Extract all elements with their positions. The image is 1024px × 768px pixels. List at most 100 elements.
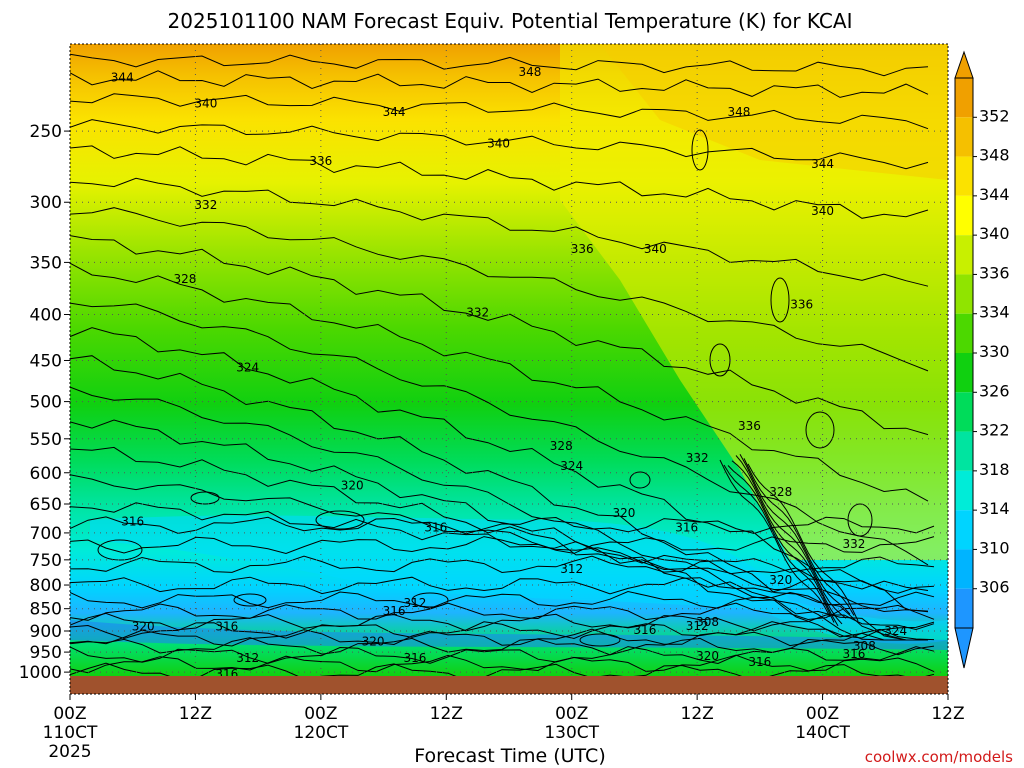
contour-cell [315, 510, 365, 530]
contour-label-text: 320 [613, 506, 636, 520]
colorbar-label: 344 [979, 185, 1010, 204]
contour-label: 308 [853, 639, 876, 653]
contour-label-text: 316 [748, 655, 771, 669]
contour-line [70, 119, 929, 170]
contour-label-text: 324 [236, 360, 259, 374]
x-tick-label: 110CT [43, 723, 98, 743]
colorbar-swatch [955, 78, 973, 118]
colorbar-swatch [955, 431, 973, 471]
contour-label-text: 328 [174, 272, 197, 286]
contour-label: 344 [111, 71, 134, 85]
contour-label: 332 [842, 537, 865, 551]
contour-label-text: 332 [842, 537, 865, 551]
x-tick-label: 140CT [795, 723, 850, 743]
contour-cell [770, 277, 790, 323]
grid [70, 44, 948, 676]
ground-surface [70, 676, 948, 694]
contour-label: 340 [194, 97, 217, 111]
contour-label: 316 [748, 655, 771, 669]
contour-label: 348 [518, 65, 541, 79]
contour-line [70, 177, 929, 287]
contour-cell [190, 491, 220, 505]
colorbar-label: 322 [979, 421, 1010, 440]
colorbar-swatch [955, 588, 973, 628]
contour-label-text: 316 [424, 520, 447, 534]
contour-label-text: 308 [696, 615, 719, 629]
contour-line [719, 459, 831, 618]
colorbar-label: 340 [979, 224, 1010, 243]
contour-label-text: 348 [518, 65, 541, 79]
contour-label-text: 320 [341, 479, 364, 493]
contour-line [739, 453, 851, 615]
contour-label: 316 [215, 667, 238, 681]
contour-label-text: 308 [853, 639, 876, 653]
contour-label: 320 [696, 649, 719, 663]
colorbar-label: 330 [979, 342, 1010, 361]
x-tick-label: 120CT [294, 723, 349, 743]
contour-label: 344 [811, 157, 834, 171]
contour-label: 312 [403, 596, 426, 610]
colorbar-label: 336 [979, 263, 1010, 282]
contour-line [70, 474, 929, 613]
colorbar-swatch [955, 117, 973, 157]
contour-label: 340 [811, 204, 834, 218]
contour-cell [847, 503, 873, 537]
contour-line [70, 93, 929, 130]
x-tick-label: 12Z [179, 704, 212, 724]
contour-cell [97, 539, 143, 561]
contour-label-text: 312 [403, 596, 426, 610]
x-tick-label: 130CT [544, 723, 599, 743]
x-axis-label: Forecast Time (UTC) [414, 745, 605, 767]
contour-line [70, 302, 929, 566]
contour-cell [629, 471, 651, 489]
contour-label: 316 [633, 623, 656, 637]
contour-label: 324 [884, 624, 907, 638]
plot-area: 344 348 340 344 348 340 336 344 332 340 336 340 328 3… [70, 44, 948, 681]
contour-line [70, 590, 935, 610]
contour-line [70, 355, 928, 641]
y-tick-label: 450 [30, 351, 62, 371]
contour-label: 308 [696, 615, 719, 629]
colorbar-swatch [955, 549, 973, 589]
contour-line [731, 460, 843, 625]
colorbar-label: 310 [979, 538, 1010, 557]
contour-label-text: 316 [403, 651, 426, 665]
contour-label: 320 [132, 620, 155, 634]
colorbar-label: 348 [979, 146, 1010, 165]
y-tick-label: 400 [30, 306, 62, 326]
contour-label-text: 320 [132, 620, 155, 634]
contour-label-text: 340 [194, 97, 217, 111]
contour-label: 328 [174, 272, 197, 286]
contour-line [70, 662, 935, 676]
contour-line [70, 576, 935, 595]
contour-label: 336 [738, 419, 761, 433]
contour-cell [805, 411, 835, 449]
contour-label: 320 [341, 479, 364, 493]
contour-label: 324 [236, 360, 259, 374]
contour-label: 316 [842, 647, 865, 661]
contour-line [70, 70, 929, 98]
contour-line [70, 621, 935, 640]
contour-line [70, 612, 935, 632]
x-tick-label: 12Z [681, 704, 714, 724]
y-tick-label: 650 [30, 495, 62, 515]
hot-region-top [600, 44, 948, 180]
contour-label-text: 328 [769, 485, 792, 499]
contour-cell [579, 633, 621, 647]
contour-label-text: 320 [769, 573, 792, 587]
x-tick-label: 12Z [430, 704, 463, 724]
contour-label-text: 344 [383, 105, 406, 119]
contour-line [70, 262, 929, 502]
colorbar-swatch [955, 235, 973, 275]
y-tick-label: 750 [30, 551, 62, 571]
contour-label-text: 316 [215, 667, 238, 681]
chart-title: 2025101100 NAM Forecast Equiv. Potential… [168, 9, 853, 33]
contour-label-text: 316 [215, 620, 238, 634]
contour-label-text: 312 [686, 619, 709, 633]
contour-label-text: 340 [811, 204, 834, 218]
contour-line [70, 235, 929, 436]
contour-label: 316 [383, 604, 406, 618]
warm-region-upper-right [560, 44, 948, 560]
y-tick-label: 250 [30, 122, 62, 142]
